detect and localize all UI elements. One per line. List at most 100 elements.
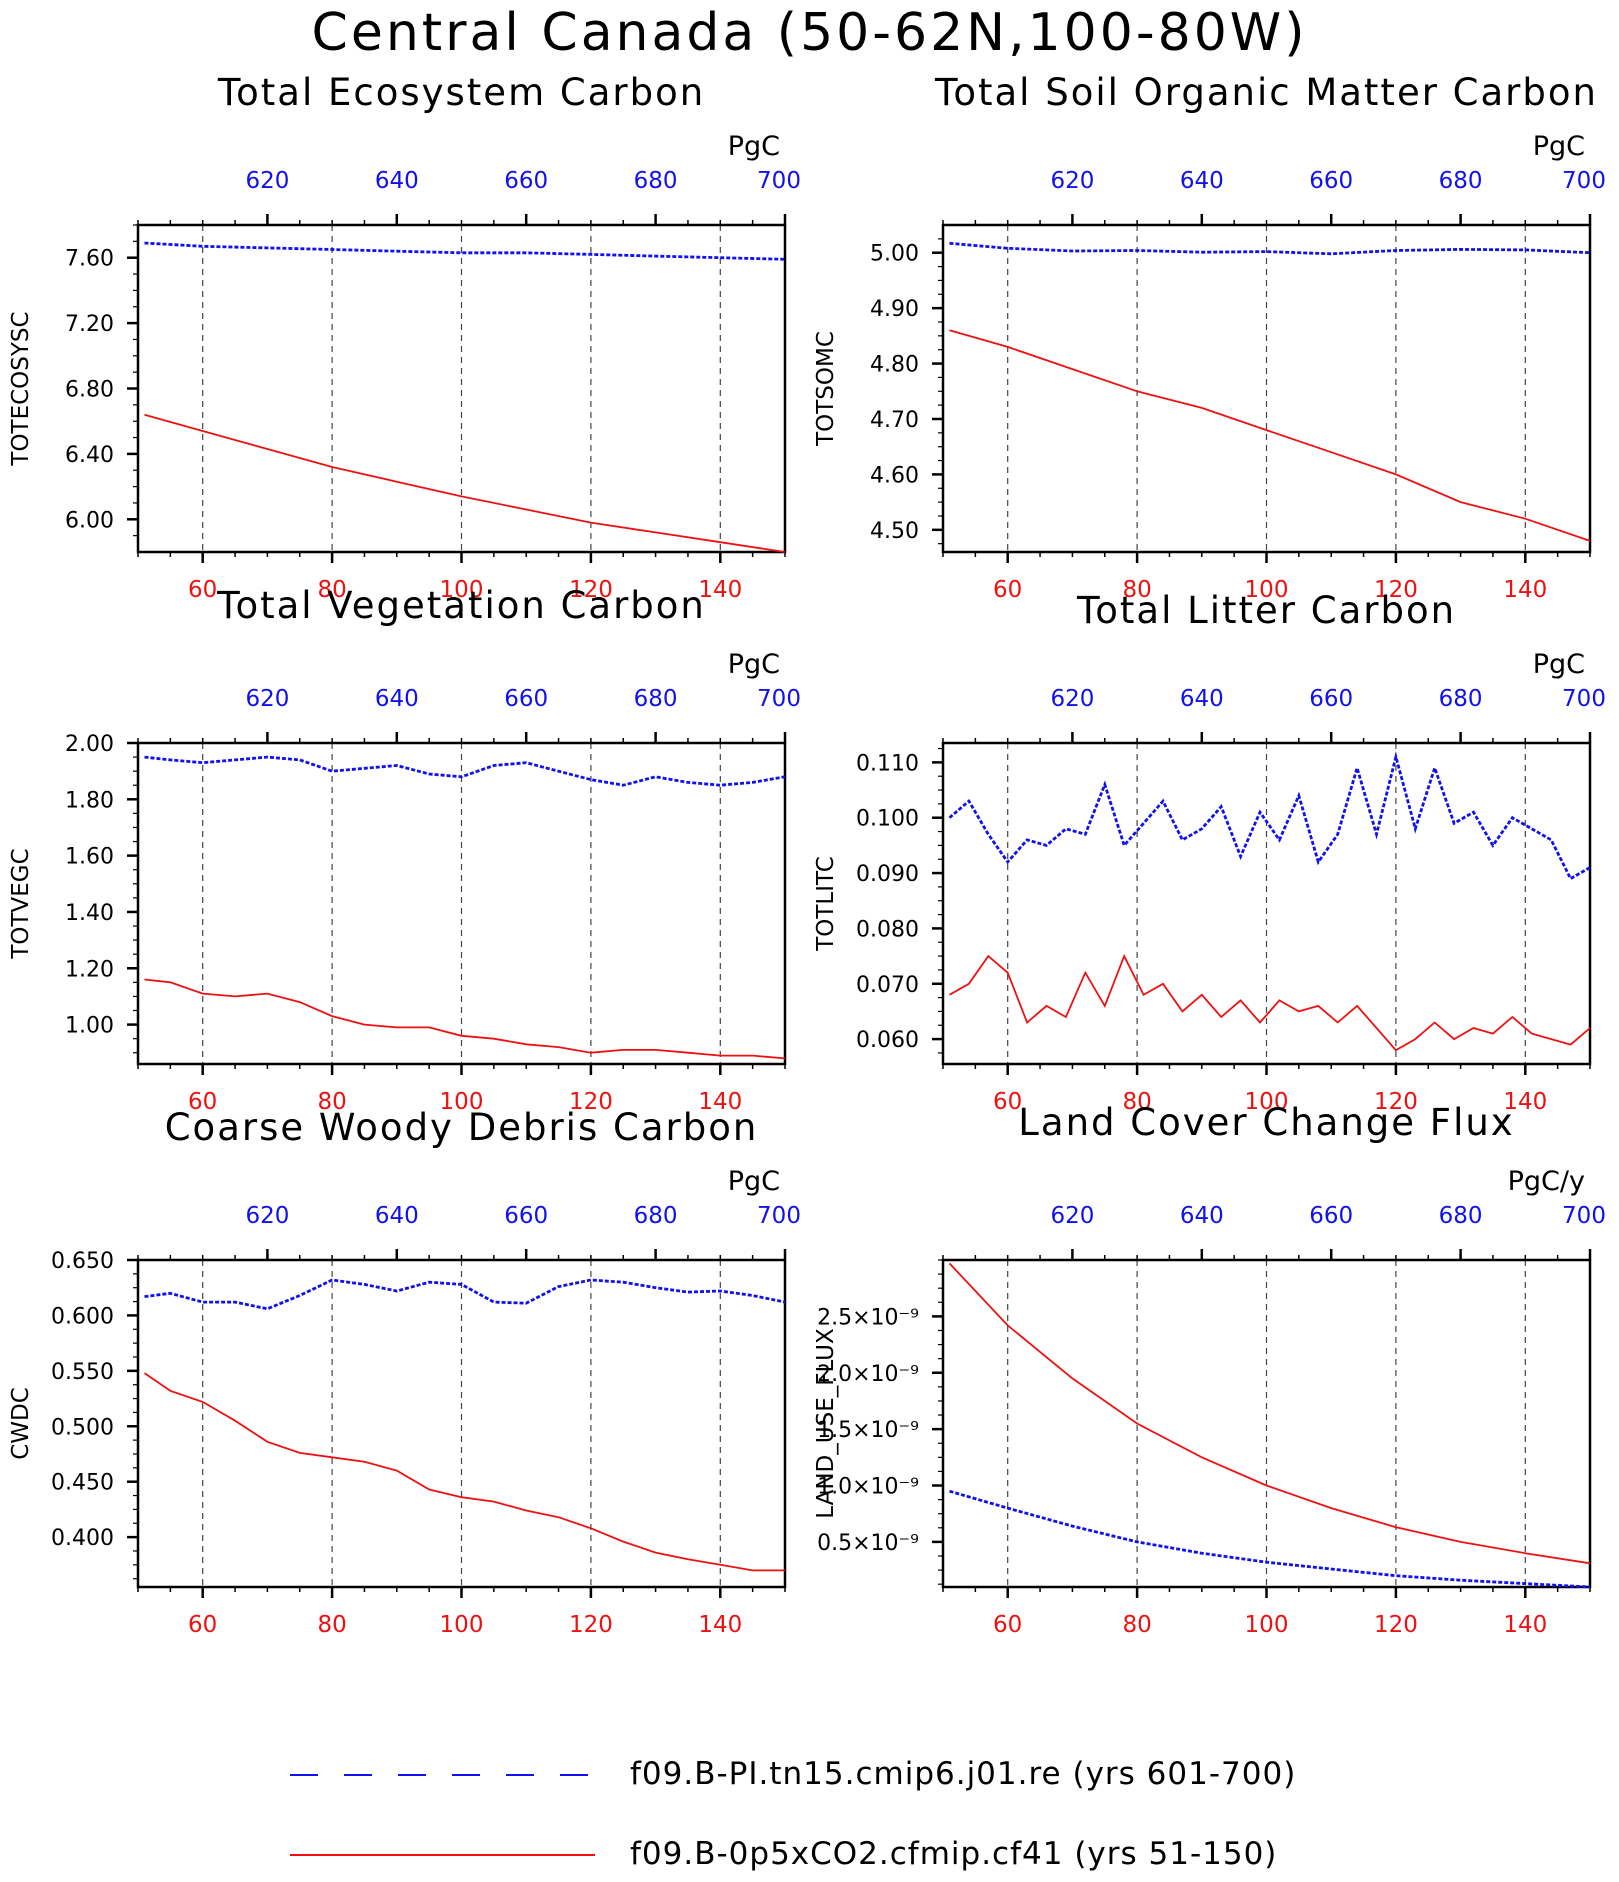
x-tick-label: 100 — [440, 577, 484, 603]
x-tick-label: 100 — [1245, 1612, 1289, 1638]
x-tick-label: 100 — [440, 1089, 484, 1115]
x-tick-label: 120 — [1374, 1612, 1418, 1638]
top-x-tick-label: 620 — [245, 168, 289, 194]
series-line-blue — [144, 1278, 786, 1311]
series-line-blue — [144, 755, 786, 787]
x-tick-label: 140 — [698, 1612, 742, 1638]
x-tick-label: 80 — [1122, 1089, 1151, 1115]
y-tick-label: 0.600 — [51, 1304, 114, 1329]
top-x-tick-label: 620 — [1050, 1203, 1094, 1229]
y-tick-label: 5.00 — [870, 242, 919, 267]
x-tick-label: 60 — [188, 1612, 217, 1638]
x-tick-label: 80 — [317, 577, 346, 603]
y-tick-label: 1.40 — [65, 901, 114, 926]
series-line-red — [143, 1372, 785, 1572]
series-line-red — [144, 413, 786, 553]
x-tick-label: 60 — [993, 1089, 1022, 1115]
top-x-tick-label: 700 — [757, 168, 801, 194]
top-x-tick-label: 660 — [1309, 1203, 1353, 1229]
x-tick-label: 60 — [188, 1089, 217, 1115]
y-axis-label: TOTVEGC — [8, 848, 34, 959]
legend: f09.B-PI.tn15.cmip6.j01.re (yrs 601-700)… — [0, 1700, 1619, 1882]
y-tick-label: 0.400 — [51, 1526, 114, 1551]
y-tick-label: 4.80 — [870, 353, 919, 378]
x-tick-label: 100 — [1245, 577, 1289, 603]
y-tick-label: 0.100 — [856, 807, 919, 832]
y-tick-label: 0.500 — [51, 1415, 114, 1440]
top-x-tick-label: 700 — [757, 1203, 801, 1229]
top-x-tick-label: 700 — [757, 686, 801, 712]
top-x-tick-label: 700 — [1562, 686, 1606, 712]
top-x-tick-label: 680 — [1439, 168, 1483, 194]
panel-title: Coarse Woody Debris Carbon — [165, 1106, 759, 1149]
legend-label-blue: f09.B-PI.tn15.cmip6.j01.re (yrs 601-700) — [630, 1756, 1297, 1792]
top-x-tick-label: 640 — [375, 686, 419, 712]
y-tick-label: 1.0×10⁻⁹ — [817, 1475, 919, 1500]
top-x-tick-label: 680 — [1439, 686, 1483, 712]
x-tick-label: 140 — [1503, 1089, 1547, 1115]
y-tick-label: 0.550 — [51, 1360, 114, 1385]
y-tick-label: 1.60 — [65, 845, 114, 870]
x-tick-label: 60 — [993, 1612, 1022, 1638]
y-tick-label: 0.080 — [856, 917, 919, 942]
series-line-blue — [949, 241, 1591, 256]
top-x-tick-label: 680 — [634, 168, 678, 194]
y-tick-label: 0.060 — [856, 1028, 919, 1053]
y-tick-label: 7.20 — [65, 312, 114, 337]
x-tick-label: 120 — [569, 577, 613, 603]
top-x-tick-label: 640 — [375, 1203, 419, 1229]
x-tick-label: 140 — [698, 1089, 742, 1115]
y-tick-label: 1.80 — [65, 788, 114, 813]
series-line-red — [144, 978, 786, 1060]
x-tick-label: 120 — [1374, 1089, 1418, 1115]
top-x-tick-label: 660 — [504, 686, 548, 712]
x-tick-label: 140 — [698, 577, 742, 603]
top-x-tick-label: 700 — [1562, 168, 1606, 194]
y-tick-label: 0.450 — [51, 1471, 114, 1496]
y-tick-label: 0.650 — [51, 1249, 114, 1274]
units-label: PgC/y — [1508, 1166, 1585, 1197]
x-tick-label: 120 — [569, 1089, 613, 1115]
y-tick-label: 4.70 — [870, 408, 919, 433]
x-tick-label: 80 — [317, 1612, 346, 1638]
top-x-tick-label: 660 — [1309, 168, 1353, 194]
top-x-tick-label: 680 — [1439, 1203, 1483, 1229]
series-line-red — [948, 1262, 1591, 1565]
top-x-tick-label: 620 — [245, 1203, 289, 1229]
x-tick-label: 80 — [1122, 577, 1151, 603]
top-x-tick-label: 660 — [1309, 686, 1353, 712]
y-tick-label: 6.40 — [65, 443, 114, 468]
series-line-red — [949, 329, 1591, 542]
top-x-tick-label: 620 — [245, 686, 289, 712]
top-x-tick-label: 640 — [375, 168, 419, 194]
top-x-tick-label: 640 — [1180, 1203, 1224, 1229]
y-tick-label: 6.00 — [65, 508, 114, 533]
main-title: Central Canada (50-62N,100-80W) — [311, 3, 1308, 63]
top-x-tick-label: 680 — [634, 686, 678, 712]
y-axis-label: CWDC — [8, 1387, 34, 1460]
top-x-tick-label: 640 — [1180, 686, 1224, 712]
y-tick-label: 7.60 — [65, 247, 114, 272]
x-tick-label: 140 — [1503, 577, 1547, 603]
y-tick-label: 4.60 — [870, 463, 919, 488]
series-line-blue — [948, 751, 1591, 881]
top-x-tick-label: 660 — [504, 1203, 548, 1229]
x-tick-label: 120 — [569, 1612, 613, 1638]
x-tick-label: 140 — [1503, 1612, 1547, 1638]
y-tick-label: 1.5×10⁻⁹ — [817, 1418, 919, 1443]
panel-title: Total Soil Organic Matter Carbon — [934, 71, 1598, 114]
y-tick-label: 1.00 — [65, 1014, 114, 1039]
series-line-red — [949, 953, 1591, 1052]
y-tick-label: 4.50 — [870, 519, 919, 544]
y-tick-label: 0.5×10⁻⁹ — [817, 1531, 919, 1556]
y-tick-label: 1.20 — [65, 957, 114, 982]
y-tick-label: 2.0×10⁻⁹ — [817, 1362, 919, 1387]
top-x-tick-label: 700 — [1562, 1203, 1606, 1229]
panel-title: Total Ecosystem Carbon — [217, 71, 705, 114]
x-tick-label: 60 — [993, 577, 1022, 603]
y-tick-label: 6.80 — [65, 378, 114, 403]
top-x-tick-label: 680 — [634, 1203, 678, 1229]
top-x-tick-label: 620 — [1050, 686, 1094, 712]
y-axis-label: TOTECOSYSC — [8, 311, 34, 466]
panel-title: Total Litter Carbon — [1076, 589, 1456, 632]
